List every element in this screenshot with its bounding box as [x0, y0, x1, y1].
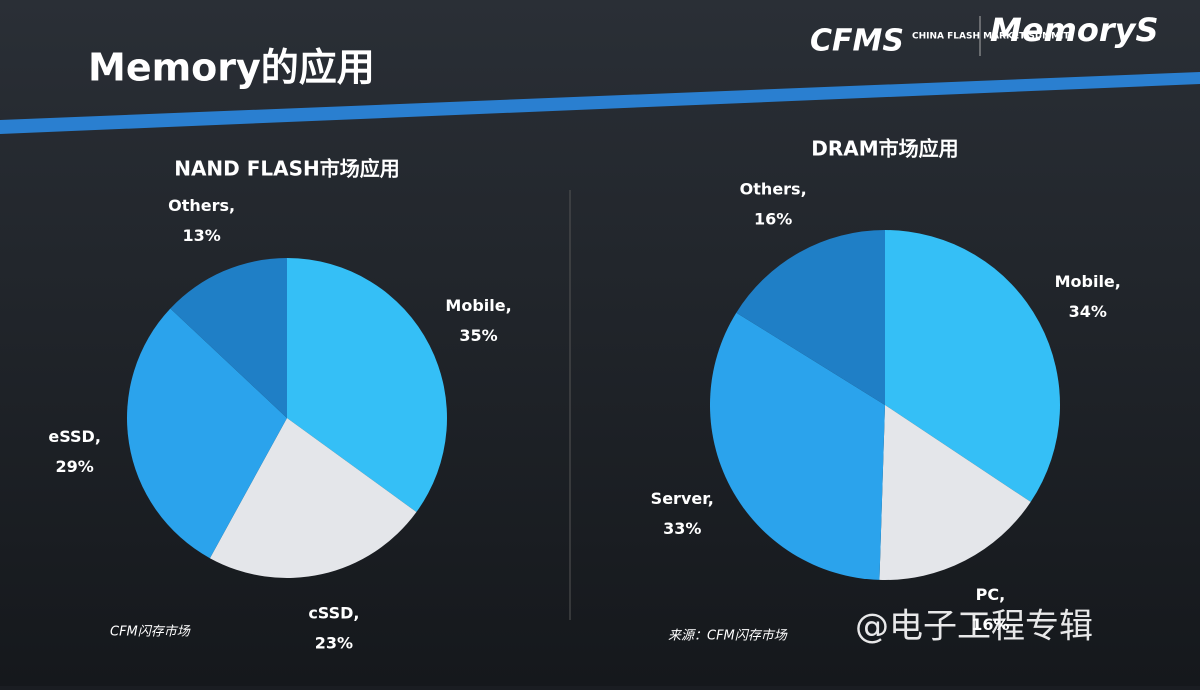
slice-label: Others, — [168, 196, 235, 215]
brand: MemoryS — [990, 11, 1159, 49]
slice-label: cSSD, — [308, 603, 359, 622]
pie-slice — [736, 230, 885, 405]
pie-slice — [879, 405, 1031, 580]
slice-label: Mobile, — [1055, 272, 1121, 291]
slice-value: 16% — [971, 615, 1009, 634]
slice-value: 35% — [459, 326, 497, 345]
pie-slice — [885, 230, 1060, 502]
chart-title: DRAM市场应用 — [811, 137, 958, 161]
slice-label: PC, — [976, 585, 1006, 604]
slice-label: Others, — [740, 180, 807, 199]
slice-label: Server, — [651, 489, 714, 508]
slice-label: Mobile, — [445, 296, 511, 315]
chart-title: NAND FLASH市场应用 — [174, 157, 400, 181]
logo: CFMS — [810, 24, 904, 59]
slice-label: eSSD, — [48, 427, 101, 446]
slice-value: 29% — [55, 457, 93, 476]
pie-slice — [127, 308, 288, 559]
pie-slice — [287, 258, 447, 513]
slice-value: 16% — [754, 210, 792, 229]
source: CFM闪存市场 — [110, 624, 191, 640]
slice-value: 23% — [315, 633, 353, 652]
slide-title: Memory的应用 — [88, 46, 375, 90]
slice-value: 33% — [663, 519, 701, 538]
slice-value: 13% — [182, 226, 220, 245]
pie-slice — [709, 312, 885, 580]
source: 来源：CFM闪存市场 — [668, 628, 788, 644]
slice-value: 34% — [1069, 302, 1107, 321]
watermark: @电子工程专辑 — [855, 607, 1093, 647]
pie-slice — [209, 418, 417, 578]
logo-sub: CHINA FLASH MARKET SUMMIT — [912, 32, 1070, 42]
header-stripe — [0, 72, 1200, 134]
pie-slice — [170, 258, 287, 418]
